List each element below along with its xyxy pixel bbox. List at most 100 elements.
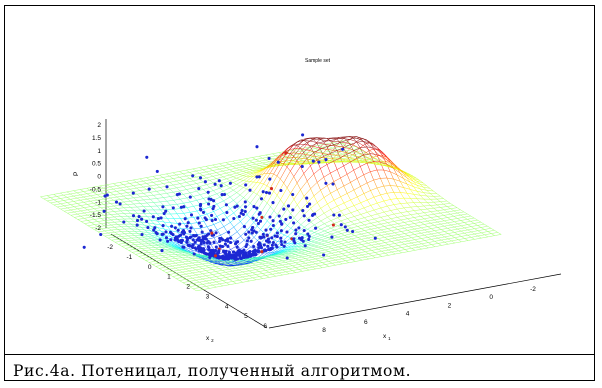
mesh-line: [308, 247, 312, 250]
mesh-line: [172, 264, 180, 267]
mesh-line: [155, 266, 160, 269]
mesh-line: [240, 229, 248, 237]
mesh-line: [384, 247, 389, 251]
mesh-line: [363, 207, 368, 213]
mesh-line: [136, 182, 141, 185]
mesh-line: [450, 219, 455, 222]
mesh-line: [93, 202, 101, 204]
mesh-line: [87, 219, 95, 221]
mesh-line: [209, 271, 216, 273]
mesh-line: [363, 155, 368, 164]
mesh-line: [310, 230, 315, 233]
mesh-line: [315, 262, 323, 265]
mesh-line: [306, 180, 311, 189]
mesh-line: [453, 216, 458, 219]
mesh-line: [272, 263, 279, 265]
mesh-line: [251, 259, 259, 262]
sample-point: [261, 232, 265, 236]
mesh-line: [193, 215, 201, 218]
mesh-line: [138, 255, 146, 257]
mesh-line: [404, 226, 412, 229]
sample-point: [234, 257, 238, 261]
mesh-line: [342, 142, 347, 148]
mesh-line: [351, 233, 355, 236]
mesh-line: [292, 264, 299, 266]
sample-point: [262, 243, 266, 247]
mesh-line: [282, 260, 286, 263]
mesh-line: [135, 248, 142, 250]
mesh-line: [331, 256, 339, 259]
mesh-line: [127, 210, 131, 214]
mesh-line: [160, 235, 165, 239]
mesh-line: [308, 268, 316, 271]
mesh-line: [226, 166, 233, 168]
sample-point: [164, 209, 168, 213]
mesh-line: [338, 150, 346, 153]
mesh-line: [195, 280, 200, 283]
mesh-line: [369, 142, 377, 148]
mesh-line: [212, 163, 220, 166]
sample-point: [202, 248, 206, 252]
mesh-line: [143, 186, 147, 190]
mesh-line: [390, 198, 398, 200]
mesh-line: [196, 285, 200, 288]
sample-point: [270, 243, 274, 247]
mesh-line: [154, 243, 159, 246]
mesh-line: [313, 168, 321, 175]
mesh-line: [457, 212, 461, 216]
mesh-line: [80, 198, 88, 201]
mesh-line: [155, 255, 163, 257]
mesh-line: [128, 250, 133, 253]
mesh-line: [265, 268, 273, 271]
mesh-line: [159, 194, 164, 198]
mesh-line: [287, 243, 295, 248]
sample-point: [156, 217, 160, 221]
mesh-line: [223, 180, 230, 184]
mesh-line: [229, 283, 237, 285]
mesh-line: [226, 178, 230, 181]
mesh-line: [94, 218, 102, 220]
mesh-line: [312, 266, 316, 270]
mesh-line: [63, 204, 71, 207]
mesh-line: [311, 246, 319, 250]
mesh-line: [440, 218, 445, 221]
mesh-line: [262, 162, 267, 165]
sample-point: [135, 218, 140, 223]
mesh-line: [123, 195, 128, 199]
mesh-line: [149, 184, 157, 187]
mesh-line: [431, 232, 438, 235]
mesh-line: [316, 141, 324, 144]
mesh-line: [453, 209, 461, 212]
mesh-line: [219, 277, 227, 279]
mesh-line: [195, 259, 203, 261]
mesh-line: [380, 215, 388, 218]
mesh-line: [216, 185, 221, 189]
mesh-line: [259, 167, 267, 169]
mesh-line: [91, 221, 98, 223]
mesh-line: [386, 177, 394, 180]
mesh-line: [436, 204, 441, 208]
mesh-line: [423, 192, 431, 194]
mesh-line: [206, 211, 214, 215]
mesh-line: [93, 196, 101, 199]
mesh-line: [315, 257, 323, 260]
mesh-line: [190, 200, 197, 203]
mesh-line: [474, 221, 481, 224]
mesh-line: [284, 250, 292, 254]
sample-point: [267, 156, 271, 160]
mesh-line: [165, 260, 173, 263]
mesh-line: [183, 194, 187, 199]
mesh-line: [447, 217, 451, 220]
sample-point: [186, 237, 190, 241]
mesh-line: [354, 235, 359, 238]
mesh-line: [171, 255, 179, 257]
mesh-line: [320, 164, 328, 169]
mesh-line: [360, 214, 365, 218]
mesh-line: [461, 236, 465, 239]
mesh-line: [142, 257, 149, 259]
mesh-line: [464, 238, 469, 241]
mesh-line: [365, 250, 372, 252]
mesh-line: [196, 189, 204, 192]
mesh-line: [298, 255, 302, 258]
sample-point: [198, 176, 203, 180]
